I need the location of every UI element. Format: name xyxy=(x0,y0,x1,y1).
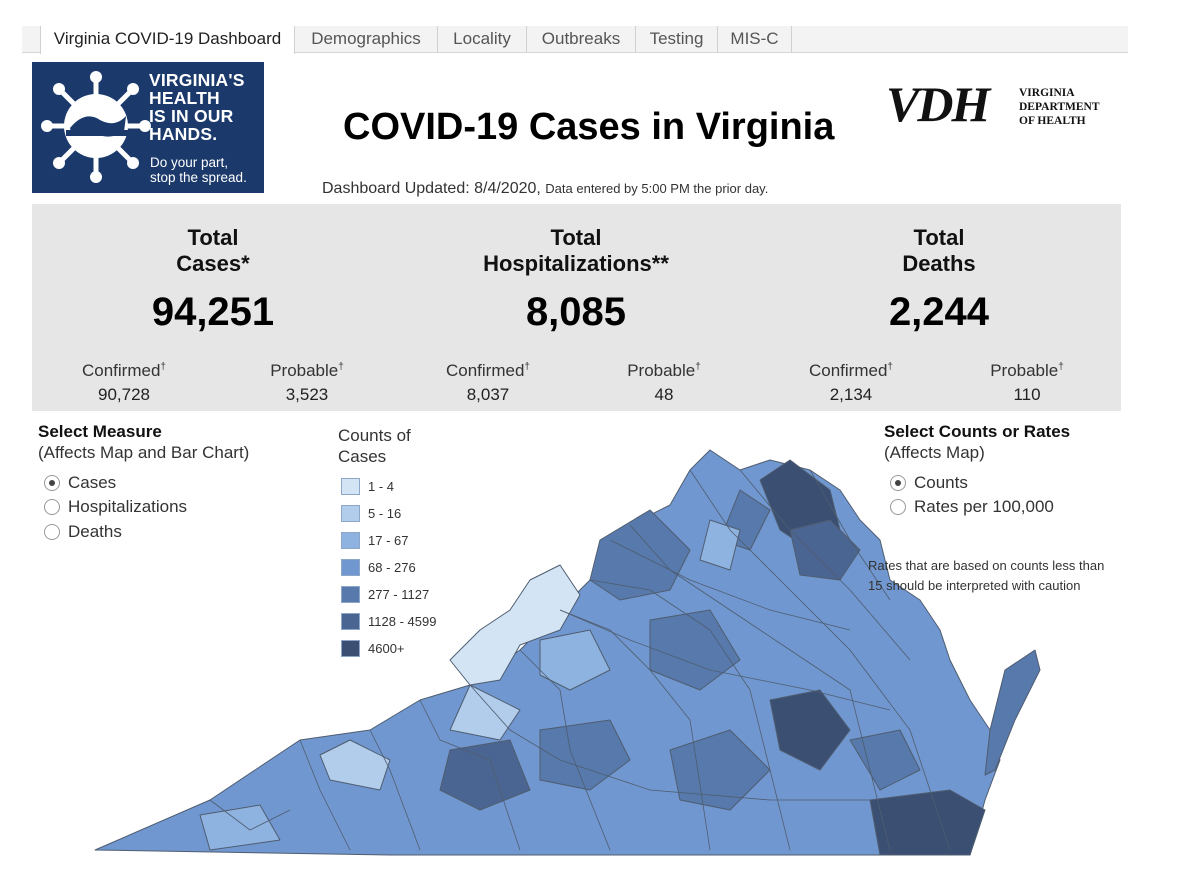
radio-icon xyxy=(890,499,906,515)
legend-item: 17 - 67 xyxy=(341,532,408,549)
select-counts-rates-title: Select Counts or Rates xyxy=(884,422,1071,441)
cases-probable-value: 3,523 xyxy=(285,385,329,404)
hosp-confirmed-value: 8,037 xyxy=(466,385,510,404)
total-hospitalizations-value: 8,085 xyxy=(525,290,627,334)
virginia-health-logo: VIRGINIA'S HEALTH IS IN OUR HANDS. Do yo… xyxy=(32,62,264,193)
legend-swatch xyxy=(341,559,360,576)
measure-radio-cases[interactable]: Cases xyxy=(44,473,116,493)
radio-counts[interactable]: Counts xyxy=(890,473,968,493)
radio-selected-icon xyxy=(44,475,60,491)
tab-locality[interactable]: Locality xyxy=(438,26,527,53)
cases-confirmed-value: 90,728 xyxy=(98,385,150,404)
deaths-probable-value: 110 xyxy=(1013,385,1041,404)
cases-confirmed-label: Confirmed† xyxy=(82,361,166,380)
total-deaths-heading: Total Deaths xyxy=(902,225,976,276)
legend-item: 5 - 16 xyxy=(341,505,401,522)
select-measure-subtitle: (Affects Map and Bar Chart) xyxy=(38,443,250,462)
legend-title: Counts of Cases xyxy=(338,426,411,466)
measure-radio-deaths[interactable]: Deaths xyxy=(44,522,122,542)
hosp-confirmed-label: Confirmed† xyxy=(446,361,530,380)
legend-swatch xyxy=(341,478,360,495)
legend-swatch xyxy=(341,613,360,630)
legend-swatch xyxy=(341,505,360,522)
rates-caution-note: Rates that are based on counts less than… xyxy=(868,558,1105,593)
total-hospitalizations-heading: Total Hospitalizations** xyxy=(483,225,669,276)
tab-outbreaks[interactable]: Outbreaks xyxy=(527,26,636,53)
radio-icon xyxy=(44,499,60,515)
deaths-probable-label: Probable† xyxy=(990,361,1064,380)
legend-item: 1128 - 4599 xyxy=(341,613,436,630)
legend-item: 68 - 276 xyxy=(341,559,416,576)
total-deaths-value: 2,244 xyxy=(888,290,990,334)
legend-swatch xyxy=(341,532,360,549)
legend-item: 4600+ xyxy=(341,640,405,657)
legend-swatch xyxy=(341,640,360,657)
tab-testing[interactable]: Testing xyxy=(636,26,718,53)
stats-panel: Total Cases* 94,251 Confirmed† 90,728 Pr… xyxy=(32,204,1121,411)
legend-item: 1 - 4 xyxy=(341,478,394,495)
total-cases-value: 94,251 xyxy=(151,290,275,334)
legend-item: 277 - 1127 xyxy=(341,586,429,603)
tab-bar: Virginia COVID-19 Dashboard Demographics… xyxy=(22,26,1128,54)
select-measure-title: Select Measure xyxy=(38,422,162,441)
radio-rates-per-100000[interactable]: Rates per 100,000 xyxy=(890,497,1054,517)
deaths-confirmed-label: Confirmed† xyxy=(809,361,893,380)
hosp-probable-value: 48 xyxy=(654,385,674,404)
total-cases-heading: Total Cases* xyxy=(176,225,250,276)
tab-mis-c[interactable]: MIS-C xyxy=(718,26,792,53)
measure-radio-hospitalizations[interactable]: Hospitalizations xyxy=(44,497,187,517)
logo-headline: VIRGINIA'S HEALTH IS IN OUR HANDS. xyxy=(149,70,245,144)
tab-virginia-covid-19-dashboard[interactable]: Virginia COVID-19 Dashboard xyxy=(40,26,295,54)
logo-tagline: Do your part, stop the spread. xyxy=(150,155,247,185)
legend-swatch xyxy=(341,586,360,603)
virginia-county-map[interactable] xyxy=(90,430,1090,870)
tab-demographics[interactable]: Demographics xyxy=(295,26,438,53)
updated-text: Dashboard Updated: 8/4/2020, Data entere… xyxy=(322,180,769,197)
virus-icon xyxy=(41,71,151,183)
vdh-logo: VDH VIRGINIA DEPARTMENT OF HEALTH xyxy=(886,76,1100,132)
cases-probable-label: Probable† xyxy=(270,361,344,380)
select-counts-rates-subtitle: (Affects Map) xyxy=(884,443,985,462)
page-title: COVID-19 Cases in Virginia xyxy=(343,106,835,148)
hosp-probable-label: Probable† xyxy=(627,361,701,380)
deaths-confirmed-value: 2,134 xyxy=(829,385,873,404)
radio-icon xyxy=(44,524,60,540)
radio-selected-icon xyxy=(890,475,906,491)
